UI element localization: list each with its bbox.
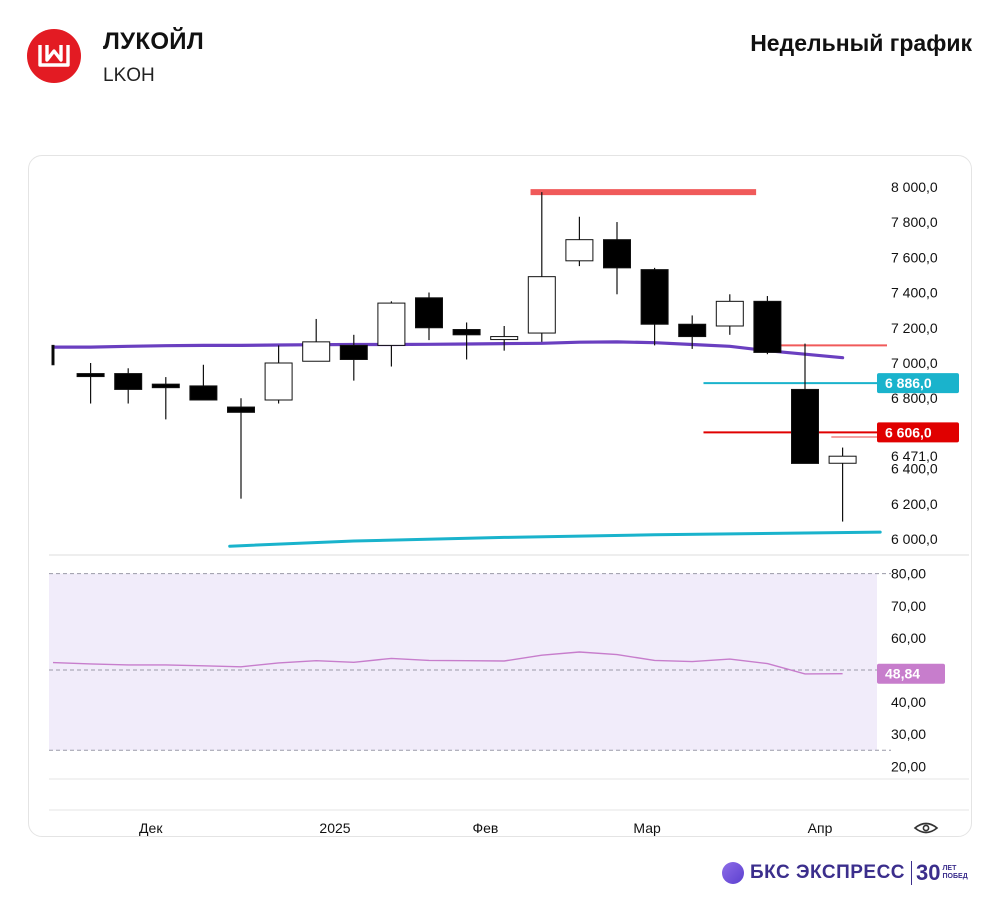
x-tick-label: Апр [808, 820, 833, 836]
brand-text: БКС ЭКСПРЕСС [750, 862, 906, 883]
candle-body[interactable] [490, 336, 519, 341]
rsi-tick-label: 80,00 [891, 566, 926, 582]
price-badge-label: 6 606,0 [885, 424, 932, 440]
y-tick-label: 7 400,0 [891, 285, 938, 301]
company-name: ЛУКОЙЛ [103, 28, 204, 55]
candle-body[interactable] [51, 344, 55, 366]
candle-body[interactable] [828, 455, 857, 464]
rsi-band [49, 573, 877, 751]
candle-body[interactable] [753, 300, 782, 353]
brand-years-line2: ПОБЕД [942, 873, 968, 880]
brand-years: 30 [916, 860, 941, 885]
candle-body[interactable] [76, 373, 105, 378]
lukoil-logo [27, 29, 81, 83]
rsi-tick-label: 40,00 [891, 694, 926, 710]
last-price-label: 6 471,0 [891, 448, 938, 464]
x-tick-label: Фев [472, 820, 498, 836]
candle-body[interactable] [227, 406, 255, 413]
candle-body[interactable] [715, 300, 744, 327]
candle-body[interactable] [415, 297, 443, 329]
candle-body[interactable] [603, 239, 631, 269]
brand-years-line1: ЛЕТ [942, 865, 957, 872]
candle-body[interactable] [527, 276, 556, 334]
candle-body[interactable] [302, 341, 331, 362]
candle-body[interactable] [791, 388, 819, 464]
y-tick-label: 7 600,0 [891, 249, 938, 265]
candle-body[interactable] [452, 329, 481, 336]
candle-body[interactable] [565, 239, 594, 262]
candle-body[interactable] [151, 383, 180, 389]
rsi-badge-label: 48,84 [885, 666, 920, 682]
y-tick-label: 7 800,0 [891, 214, 938, 230]
y-tick-label: 8 000,0 [891, 179, 938, 195]
price-badge-label: 6 886,0 [885, 375, 932, 391]
rsi-tick-label: 60,00 [891, 630, 926, 646]
y-tick-label: 6 800,0 [891, 390, 938, 406]
y-tick-label: 7 000,0 [891, 355, 938, 371]
bks-logo-icon [722, 862, 744, 884]
y-tick-label: 6 000,0 [891, 531, 938, 547]
rsi-tick-label: 20,00 [891, 758, 926, 774]
y-tick-label: 6 400,0 [891, 461, 938, 477]
brand-divider [911, 861, 913, 885]
brand-years-caption: ЛЕТ ПОБЕД [943, 865, 968, 881]
price-badge [877, 373, 959, 394]
ticker-code: LKOH [103, 65, 155, 86]
rsi-badge [877, 663, 945, 684]
x-tick-label: Мар [633, 820, 661, 836]
candle-body[interactable] [114, 373, 143, 390]
chart-card: 8 000,0 7 800,0 7 600,0 7 400,0 7 200,0 7 000… [28, 155, 972, 837]
x-tick-label: 2025 [319, 820, 350, 836]
y-tick-label: 7 200,0 [891, 320, 938, 336]
x-tick-label: Дек [139, 820, 163, 836]
settings-eye-icon[interactable] [913, 822, 939, 834]
ma-cyan-line [228, 530, 882, 548]
rsi-tick-label: 70,00 [891, 598, 926, 614]
rsi-tick-label: 30,00 [891, 726, 926, 742]
chart-canvas[interactable]: 8 000,0 7 800,0 7 600,0 7 400,0 7 200,0 7 000… [29, 156, 971, 836]
chart-kind-title: Недельный график [750, 30, 972, 56]
ma-purple-line [51, 340, 845, 360]
candle-body[interactable] [339, 344, 368, 360]
footer-brand: БКС ЭКСПРЕСС 30 ЛЕТ ПОБЕД [722, 858, 968, 888]
candle-body[interactable] [377, 302, 406, 346]
y-tick-label: 6 200,0 [891, 496, 938, 512]
candle-body[interactable] [678, 323, 707, 338]
price-badge [877, 422, 959, 443]
candle-body[interactable] [189, 385, 218, 401]
candle-body[interactable] [264, 362, 293, 401]
candle-body[interactable] [640, 269, 669, 325]
rsi-line [52, 651, 843, 675]
